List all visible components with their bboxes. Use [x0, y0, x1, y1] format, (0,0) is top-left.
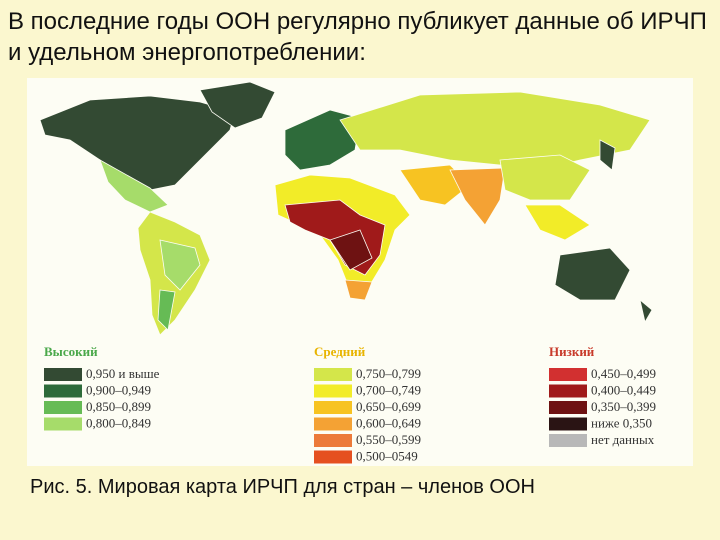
legend-swatch: [314, 384, 352, 398]
legend-swatch: [314, 417, 352, 431]
legend-heading: Низкий: [549, 344, 595, 359]
legend-swatch: [314, 368, 352, 381]
legend-heading: Средний: [314, 344, 366, 359]
legend-label: 0,650–0,699: [356, 399, 421, 414]
slide-title: В последние годы ООН регулярно публикует…: [8, 8, 707, 66]
legend-swatch: [549, 368, 587, 381]
legend-swatch: [549, 401, 587, 414]
legend-label: 0,850–0,899: [86, 399, 151, 414]
legend-label: 0,950 и выше: [86, 366, 160, 381]
legend-label: 0,900–0,949: [86, 382, 151, 397]
legend-swatch: [549, 434, 587, 447]
legend-swatch: [549, 384, 587, 398]
legend-swatch: [314, 434, 352, 447]
legend-label: 0,450–0,499: [591, 366, 656, 381]
legend-label: 0,400–0,449: [591, 382, 656, 397]
legend-swatch: [314, 401, 352, 414]
legend-label: 0,800–0,849: [86, 415, 151, 430]
legend-label: 0,550–0,599: [356, 432, 421, 447]
legend-swatch: [314, 450, 352, 464]
legend-label: 0,750–0,799: [356, 366, 421, 381]
legend-label: 0,500–0549: [356, 448, 418, 463]
legend-label: 0,350–0,399: [591, 399, 656, 414]
legend-heading: Высокий: [44, 344, 98, 359]
legend-label: ниже 0,350: [591, 415, 652, 430]
legend-label: 0,700–0,749: [356, 382, 421, 397]
figure-caption: Рис. 5. Мировая карта ИРЧП для стран – ч…: [30, 476, 535, 498]
legend-swatch: [549, 417, 587, 431]
world-map: [39, 81, 653, 336]
legend-swatch: [44, 384, 82, 398]
legend-swatch: [44, 368, 82, 381]
legend-label: 0,600–0,649: [356, 415, 421, 430]
legend-label: нет данных: [591, 432, 655, 447]
legend-swatch: [44, 401, 82, 414]
legend-swatch: [44, 417, 82, 431]
